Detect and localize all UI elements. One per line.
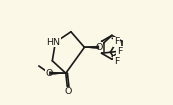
Text: F: F — [117, 47, 122, 56]
Text: O: O — [64, 87, 72, 96]
Text: O: O — [95, 43, 103, 52]
Text: F: F — [114, 57, 119, 66]
Polygon shape — [84, 46, 99, 49]
Text: HN: HN — [46, 38, 60, 47]
Text: O: O — [45, 69, 53, 78]
Text: F: F — [114, 37, 119, 46]
Polygon shape — [49, 72, 66, 75]
